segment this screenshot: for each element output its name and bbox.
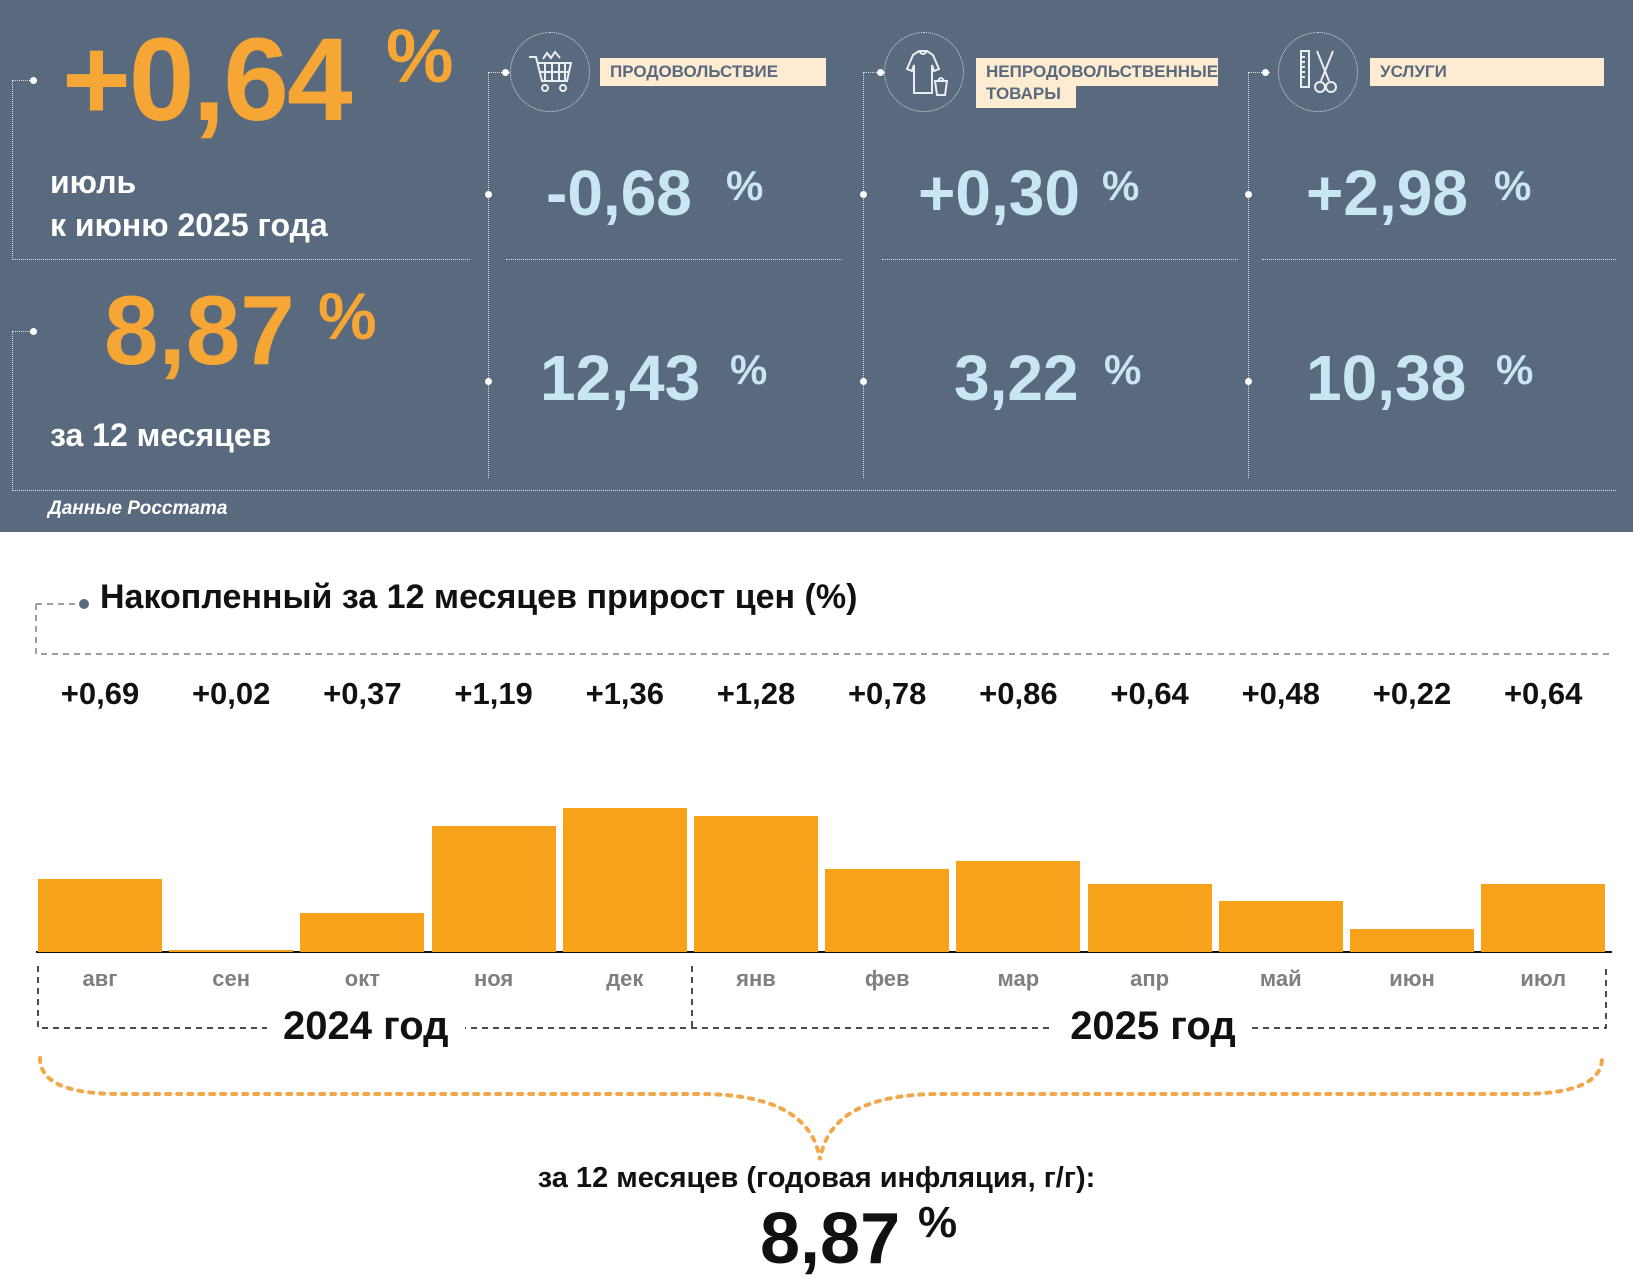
bar-фев — [825, 869, 950, 952]
connector-dot — [1245, 191, 1252, 198]
category-year-value: 3,22 — [954, 342, 1079, 414]
category-month-value: -0,68 — [546, 157, 692, 229]
month-label: июл — [1520, 966, 1567, 991]
category-month-value: +0,30 — [918, 157, 1080, 229]
connector-dot — [30, 328, 37, 335]
connector-line — [12, 80, 34, 81]
category-pct-sign: % — [1496, 346, 1534, 393]
bar-сен — [169, 949, 294, 952]
category-label-line2: ТОВАРЫ — [976, 80, 1076, 108]
connector-dot — [860, 191, 867, 198]
month-label: янв — [736, 966, 776, 991]
connector-dot — [502, 69, 509, 76]
category-pct-sign: % — [726, 162, 764, 209]
connector-dot — [860, 378, 867, 385]
source-note: Данные Росстата — [48, 498, 228, 519]
clothes-icon — [884, 32, 964, 112]
annual-inflation-label: за 12 месяцев (годовая инфляция, г/г): — [537, 1162, 1096, 1194]
bar-value-label: +1,19 — [454, 676, 533, 711]
bar-апр — [1087, 884, 1212, 952]
year-group-label: 2025 год — [1054, 1004, 1252, 1049]
category-year-value: 10,38 — [1306, 342, 1467, 414]
scissors-comb-icon — [1278, 32, 1358, 112]
bar-май — [1218, 901, 1343, 952]
category-label-line1: НЕПРОДОВОЛЬСТВЕННЫЕ — [986, 62, 1219, 81]
category-label: ПРОДОВОЛЬСТВИЕ — [600, 58, 826, 86]
connector-line — [12, 331, 34, 332]
bar-ноя — [431, 826, 556, 952]
category-label: НЕПРОДОВОЛЬСТВЕННЫЕ — [976, 58, 1218, 86]
month-change-label: июль — [50, 164, 137, 200]
month-label: сен — [212, 966, 251, 991]
bar-июн — [1350, 928, 1474, 952]
month-label: фев — [864, 966, 910, 991]
category-year-value: 12,43 — [540, 342, 701, 414]
bar-июл — [1481, 884, 1606, 952]
connector-line — [488, 72, 510, 73]
connector-line — [863, 72, 885, 73]
divider-line — [506, 259, 842, 260]
bar-value-label: +0,37 — [323, 676, 402, 711]
bar-мар — [956, 860, 1081, 952]
category-label: УСЛУГИ — [1370, 58, 1604, 86]
bar-окт — [300, 912, 425, 952]
connector-line — [1248, 72, 1249, 478]
month-label: май — [1259, 966, 1302, 991]
bar-value-label: +0,22 — [1372, 676, 1452, 711]
bar-value-label: +0,78 — [847, 676, 927, 711]
month-label: окт — [344, 966, 380, 991]
divider-line — [1262, 259, 1616, 260]
connector-line — [12, 331, 13, 491]
shopping-cart-icon — [510, 32, 590, 112]
divider-line — [12, 259, 470, 260]
connector-dot — [877, 69, 884, 76]
bar-янв — [694, 816, 818, 952]
bar-value-label: +1,28 — [716, 676, 796, 711]
year-group-label: 2024 год — [267, 1004, 465, 1049]
year-change-pct-sign: % — [318, 279, 377, 353]
connector-line — [1248, 72, 1270, 73]
category-pct-sign: % — [1494, 162, 1532, 209]
month-label: дек — [606, 966, 644, 991]
month-label: авг — [82, 966, 118, 991]
bar-value-label: +0,64 — [1503, 676, 1583, 711]
month-label: июн — [1389, 966, 1435, 991]
connector-dot — [1245, 378, 1252, 385]
category-month-value: +2,98 — [1306, 157, 1468, 229]
annual-inflation-pct-sign: % — [918, 1198, 958, 1247]
connector-dot — [485, 191, 492, 198]
connector-dot — [30, 77, 37, 84]
bar-дек — [562, 808, 687, 952]
bar-авг — [38, 878, 162, 952]
month-label: мар — [997, 966, 1040, 991]
connector-dot — [1262, 69, 1269, 76]
summary-panel: +0,64 % июль к июню 2025 года 8,87 % за … — [0, 0, 1633, 532]
chart-title: Накопленный за 12 месяцев прирост цен (%… — [100, 578, 858, 616]
bar-value-label: +1,36 — [585, 676, 665, 711]
divider-line — [12, 490, 1616, 491]
bar-value-label: +0,02 — [191, 676, 271, 711]
connector-line — [12, 80, 13, 260]
year-change-value: 8,87 — [104, 275, 295, 385]
category-pct-sign: % — [730, 346, 768, 393]
month-change-value: +0,64 — [62, 14, 353, 146]
month-label: апр — [1130, 966, 1170, 991]
category-pct-sign: % — [1102, 162, 1140, 209]
divider-line — [882, 259, 1238, 260]
annual-inflation-value: 8,87 — [760, 1199, 901, 1279]
month-change-label: к июню 2025 года — [50, 207, 328, 243]
connector-line — [863, 72, 864, 478]
month-change-pct-sign: % — [386, 14, 454, 99]
connector-dot — [485, 378, 492, 385]
month-label: ноя — [473, 966, 514, 991]
bar-value-label: +0,48 — [1241, 676, 1321, 711]
category-pct-sign: % — [1104, 346, 1142, 393]
year-change-label: за 12 месяцев — [50, 417, 272, 453]
bar-value-label: +0,86 — [979, 676, 1058, 711]
connector-line — [488, 72, 489, 478]
bar-value-label: +0,64 — [1110, 676, 1189, 711]
bar-value-label: +0,69 — [60, 676, 140, 711]
